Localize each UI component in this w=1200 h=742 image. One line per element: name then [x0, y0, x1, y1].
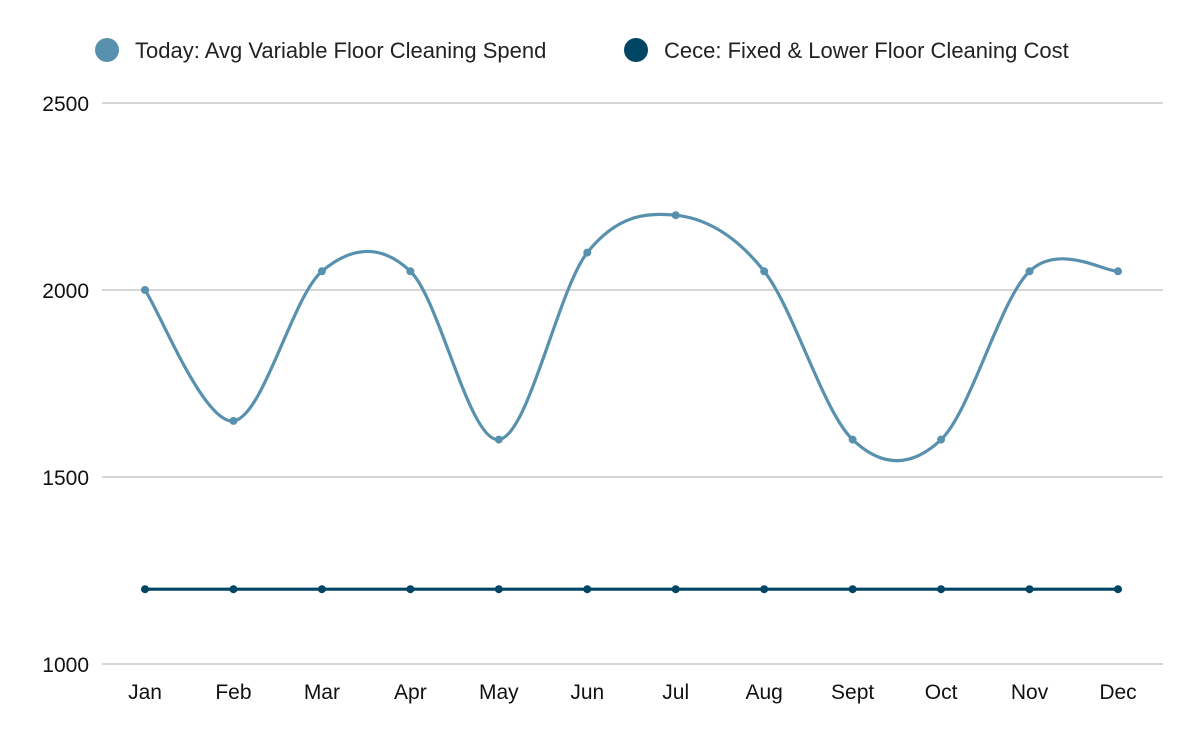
data-point-1-jul — [671, 585, 680, 594]
x-axis-tick-labels: Jan Feb Mar Apr May Jun Jul Aug Sept Oct Nov Dec — [128, 681, 1137, 704]
y-tick-label: 2500 — [42, 93, 89, 116]
legend-item-fixed-cost[interactable]: Cece: Fixed & Lower Floor Cleaning Cost — [624, 38, 1069, 63]
x-tick-label: Jun — [570, 681, 604, 704]
x-tick-label: Jul — [662, 681, 689, 704]
x-tick-label: Sept — [831, 681, 874, 704]
x-tick-label: Nov — [1011, 681, 1049, 704]
data-point-1-nov — [1025, 585, 1034, 594]
series-layer — [141, 211, 1122, 594]
legend-label-variable-spend: Today: Avg Variable Floor Cleaning Spend — [135, 38, 546, 63]
data-point-1-may — [494, 585, 503, 594]
data-point-0-jan — [141, 286, 149, 294]
data-point-1-dec — [1114, 585, 1122, 594]
x-tick-label: Oct — [925, 681, 958, 704]
x-tick-label: Dec — [1099, 681, 1136, 704]
data-point-0-jul — [671, 211, 680, 220]
data-point-0-nov — [1025, 267, 1034, 276]
y-axis-tick-labels: 1000 1500 2000 2500 — [42, 93, 89, 677]
y-tick-label: 2000 — [42, 280, 89, 303]
data-point-0-jun — [583, 248, 592, 257]
data-point-1-feb — [229, 585, 238, 594]
legend: Today: Avg Variable Floor Cleaning Spend… — [95, 38, 1069, 63]
data-point-0-aug — [760, 267, 769, 276]
legend-marker-fixed-cost — [624, 38, 648, 62]
data-point-0-may — [494, 435, 503, 444]
data-point-0-mar — [317, 267, 326, 276]
x-tick-label: Apr — [394, 681, 427, 704]
x-tick-label: Aug — [745, 681, 782, 704]
gridlines — [102, 102, 1163, 665]
x-tick-label: May — [479, 681, 519, 704]
data-point-1-sept — [848, 585, 857, 594]
series-line-0 — [143, 212, 1120, 463]
data-point-0-sept — [848, 435, 857, 444]
data-point-1-jan — [141, 585, 149, 594]
legend-marker-variable-spend — [95, 38, 119, 62]
data-point-0-dec — [1114, 267, 1122, 276]
data-point-1-jun — [583, 585, 592, 594]
legend-label-fixed-cost: Cece: Fixed & Lower Floor Cleaning Cost — [664, 38, 1069, 63]
x-tick-label: Jan — [128, 681, 162, 704]
y-tick-label: 1000 — [42, 654, 89, 677]
x-tick-label: Mar — [304, 681, 340, 704]
y-tick-label: 1500 — [42, 467, 89, 490]
data-point-0-feb — [229, 416, 238, 425]
legend-item-variable-spend[interactable]: Today: Avg Variable Floor Cleaning Spend — [95, 38, 546, 63]
data-point-0-apr — [406, 267, 415, 276]
data-point-1-aug — [760, 585, 769, 594]
data-point-1-mar — [317, 585, 326, 594]
x-tick-label: Feb — [215, 681, 251, 704]
data-point-1-apr — [406, 585, 415, 594]
data-point-1-oct — [937, 585, 946, 594]
data-point-0-oct — [937, 435, 946, 444]
